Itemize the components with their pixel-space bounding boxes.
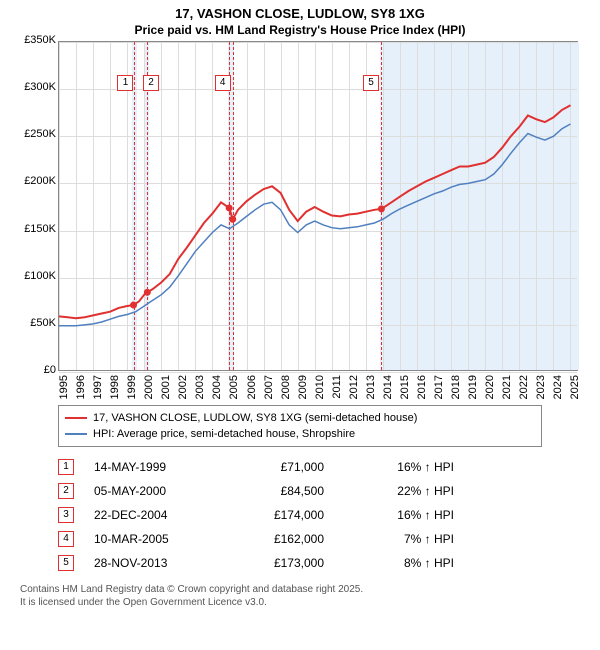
row-price: £174,000 [234, 508, 324, 522]
title-main: 17, VASHON CLOSE, LUDLOW, SY8 1XG [0, 6, 600, 21]
chart-container: 17, VASHON CLOSE, LUDLOW, SY8 1XG Price … [0, 0, 600, 650]
event-marker: 5 [363, 75, 379, 91]
row-date: 22-DEC-2004 [94, 508, 214, 522]
x-axis-label: 2025 [569, 375, 581, 403]
x-axis-label: 2001 [160, 375, 172, 403]
chart-svg [59, 42, 579, 372]
x-axis-label: 2021 [501, 375, 513, 403]
row-date: 14-MAY-1999 [94, 460, 214, 474]
event-marker: 1 [117, 75, 133, 91]
row-price: £84,500 [234, 484, 324, 498]
event-dot [378, 205, 385, 212]
y-axis-label: £150K [20, 223, 56, 235]
table-row: 4 10-MAR-2005 £162,000 7% ↑ HPI [58, 527, 538, 551]
title-sub: Price paid vs. HM Land Registry's House … [0, 23, 600, 37]
x-axis-label: 2014 [382, 375, 394, 403]
row-pct: 16% ↑ HPI [344, 508, 454, 522]
x-axis-label: 1997 [92, 375, 104, 403]
row-marker: 1 [58, 459, 74, 475]
x-axis-label: 1996 [75, 375, 87, 403]
row-marker: 3 [58, 507, 74, 523]
x-axis-label: 2005 [228, 375, 240, 403]
row-pct: 8% ↑ HPI [344, 556, 454, 570]
x-axis-label: 2019 [467, 375, 479, 403]
footer: Contains HM Land Registry data © Crown c… [20, 583, 580, 609]
legend-swatch [65, 433, 87, 435]
chart-wrap: 1245 £0£50K£100K£150K£200K£250K£300K£350… [20, 41, 580, 401]
x-axis-label: 2022 [518, 375, 530, 403]
x-axis-label: 2006 [246, 375, 258, 403]
x-axis-label: 2003 [194, 375, 206, 403]
x-axis-label: 2008 [280, 375, 292, 403]
x-axis-label: 2024 [552, 375, 564, 403]
y-axis-label: £250K [20, 128, 56, 140]
y-axis-label: £200K [20, 175, 56, 187]
legend-item: HPI: Average price, semi-detached house,… [65, 426, 535, 442]
x-axis-label: 2020 [484, 375, 496, 403]
plot-area: 12 4 5 [58, 41, 578, 371]
x-axis-label: 1995 [58, 375, 70, 403]
table-row: 1 14-MAY-1999 £71,000 16% ↑ HPI [58, 455, 538, 479]
footer-line-2: It is licensed under the Open Government… [20, 596, 580, 609]
legend-box: 17, VASHON CLOSE, LUDLOW, SY8 1XG (semi-… [58, 405, 542, 447]
event-marker: 4 [215, 75, 231, 91]
footer-line-1: Contains HM Land Registry data © Crown c… [20, 583, 580, 596]
row-marker: 2 [58, 483, 74, 499]
event-dot [130, 302, 137, 309]
x-axis-label: 2007 [263, 375, 275, 403]
event-marker: 2 [143, 75, 159, 91]
x-axis-label: 1999 [126, 375, 138, 403]
row-date: 10-MAR-2005 [94, 532, 214, 546]
table-row: 5 28-NOV-2013 £173,000 8% ↑ HPI [58, 551, 538, 575]
x-axis-label: 2009 [297, 375, 309, 403]
y-axis-label: £0 [20, 364, 56, 376]
row-price: £173,000 [234, 556, 324, 570]
row-pct: 22% ↑ HPI [344, 484, 454, 498]
x-axis-label: 2017 [433, 375, 445, 403]
title-area: 17, VASHON CLOSE, LUDLOW, SY8 1XG Price … [0, 0, 600, 37]
x-axis-label: 2012 [348, 375, 360, 403]
event-dot [226, 204, 233, 211]
event-dot [144, 289, 151, 296]
y-axis-label: £50K [20, 317, 56, 329]
row-marker: 4 [58, 531, 74, 547]
table-row: 3 22-DEC-2004 £174,000 16% ↑ HPI [58, 503, 538, 527]
x-axis-label: 2013 [365, 375, 377, 403]
series-line [59, 124, 571, 326]
legend-label: 17, VASHON CLOSE, LUDLOW, SY8 1XG (semi-… [93, 410, 417, 426]
x-axis-label: 2016 [416, 375, 428, 403]
sales-table: 1 14-MAY-1999 £71,000 16% ↑ HPI 2 05-MAY-2000… [58, 455, 538, 575]
legend-label: HPI: Average price, semi-detached house,… [93, 426, 355, 442]
x-axis-label: 2018 [450, 375, 462, 403]
y-axis-label: £350K [20, 34, 56, 46]
x-axis-label: 2015 [399, 375, 411, 403]
x-axis-label: 2023 [535, 375, 547, 403]
event-dot [229, 216, 236, 223]
x-axis-label: 2011 [331, 375, 343, 403]
row-price: £162,000 [234, 532, 324, 546]
row-pct: 16% ↑ HPI [344, 460, 454, 474]
row-marker: 5 [58, 555, 74, 571]
row-price: £71,000 [234, 460, 324, 474]
row-pct: 7% ↑ HPI [344, 532, 454, 546]
row-date: 28-NOV-2013 [94, 556, 214, 570]
y-axis-label: £300K [20, 81, 56, 93]
y-axis-label: £100K [20, 270, 56, 282]
x-axis-label: 2004 [211, 375, 223, 403]
row-date: 05-MAY-2000 [94, 484, 214, 498]
x-axis-label: 2010 [314, 375, 326, 403]
table-row: 2 05-MAY-2000 £84,500 22% ↑ HPI [58, 479, 538, 503]
series-line [59, 105, 571, 318]
x-axis-label: 2002 [177, 375, 189, 403]
x-axis-label: 2000 [143, 375, 155, 403]
legend-item: 17, VASHON CLOSE, LUDLOW, SY8 1XG (semi-… [65, 410, 535, 426]
x-axis-label: 1998 [109, 375, 121, 403]
legend-swatch [65, 417, 87, 419]
